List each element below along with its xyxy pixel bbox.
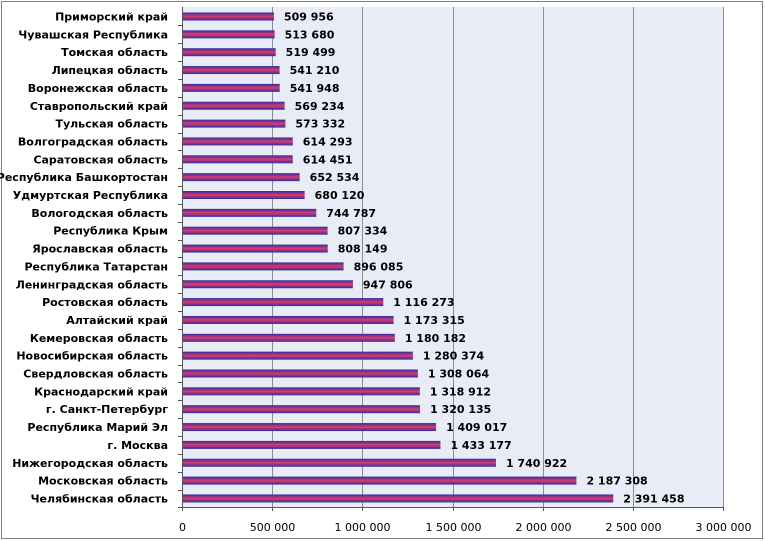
bar <box>183 101 285 110</box>
bar <box>183 119 286 128</box>
data-label: 744 787 <box>326 207 376 220</box>
bar <box>183 12 274 21</box>
data-label: 519 499 <box>286 46 336 59</box>
bar <box>183 191 305 199</box>
category-label: Чувашская Республика <box>18 28 168 41</box>
category-label: Краснодарский край <box>34 385 168 398</box>
category-label: Челябинская область <box>31 492 168 505</box>
bar <box>183 333 395 342</box>
data-label: 808 149 <box>338 243 388 256</box>
data-label: 1 320 135 <box>430 403 491 416</box>
x-tick-label: 500 000 <box>250 521 296 534</box>
bar <box>183 423 437 432</box>
bar <box>183 405 421 414</box>
data-label: 1 280 374 <box>423 350 485 363</box>
category-label: Удмуртская Республика <box>13 189 168 202</box>
x-tick-label: 1 500 000 <box>426 521 482 534</box>
bar <box>183 476 577 485</box>
category-label: Тульская область <box>55 118 168 131</box>
data-label: 1 740 922 <box>506 457 567 470</box>
bar <box>183 83 280 92</box>
data-label: 614 451 <box>303 153 353 166</box>
category-label: Нижегородская область <box>12 457 168 470</box>
category-label: Республика Крым <box>53 225 168 238</box>
bar <box>183 262 344 271</box>
category-label: Ростовская область <box>42 296 168 309</box>
category-label: г. Москва <box>107 439 168 452</box>
bar <box>183 280 353 289</box>
data-label: 1 318 912 <box>430 385 491 398</box>
data-label: 1 173 315 <box>404 314 465 327</box>
category-label: Республика Башкортостан <box>0 171 168 184</box>
data-label: 947 806 <box>363 278 413 291</box>
data-label: 652 534 <box>310 171 360 184</box>
bar <box>183 494 614 503</box>
bar <box>183 458 496 467</box>
category-label: Томская область <box>61 46 168 59</box>
x-tick-label: 2 000 000 <box>516 521 572 534</box>
category-label: Ленинградская область <box>16 278 168 291</box>
bar <box>183 137 293 146</box>
data-label: 807 334 <box>338 225 388 238</box>
bar <box>183 369 418 378</box>
x-tick-label: 0 <box>179 521 186 534</box>
x-tick-label: 2 500 000 <box>606 521 662 534</box>
bar <box>183 315 394 324</box>
category-label: Республика Татарстан <box>25 260 169 273</box>
category-label: Ставропольский край <box>30 100 168 113</box>
bar <box>183 155 293 164</box>
data-label: 896 085 <box>354 260 404 273</box>
bar <box>183 208 317 217</box>
data-label: 2 187 308 <box>586 475 647 488</box>
data-label: 614 293 <box>303 135 353 148</box>
bar <box>183 48 276 57</box>
category-label: Новосибирская область <box>16 350 168 363</box>
bar <box>183 298 384 307</box>
bar <box>183 440 441 449</box>
data-label: 2 391 458 <box>623 492 684 505</box>
category-label: Алтайский край <box>66 314 168 327</box>
data-label: 1 180 182 <box>405 332 466 345</box>
category-label: Ярославская область <box>32 243 168 256</box>
category-label: Московская область <box>38 475 168 488</box>
bar <box>183 244 328 253</box>
bar <box>183 351 413 360</box>
category-label: Вологодская область <box>31 207 168 220</box>
bar <box>183 66 280 75</box>
data-label: 1 409 017 <box>446 421 507 434</box>
bar <box>183 173 300 182</box>
data-label: 513 680 <box>285 28 335 41</box>
data-label: 541 210 <box>290 64 340 77</box>
category-label: Волгоградская область <box>18 135 168 148</box>
data-label: 541 948 <box>290 82 340 95</box>
data-label: 573 332 <box>295 118 345 131</box>
category-label: Саратовская область <box>33 153 168 166</box>
data-label: 680 120 <box>315 189 365 202</box>
data-label: 1 116 273 <box>393 296 454 309</box>
data-label: 1 308 064 <box>428 368 490 381</box>
data-label: 509 956 <box>284 11 334 24</box>
data-label: 1 433 177 <box>450 439 511 452</box>
category-label: Кемеровская область <box>30 332 168 345</box>
data-label: 569 234 <box>295 100 345 113</box>
category-label: Воронежская область <box>28 82 168 95</box>
category-label: Липецкая область <box>52 64 168 77</box>
bar <box>183 226 328 235</box>
category-label: Приморский край <box>55 11 168 24</box>
category-label: г. Санкт-Петербург <box>46 403 168 416</box>
bar <box>183 387 420 396</box>
category-label: Республика Марий Эл <box>27 421 168 434</box>
x-tick-label: 1 000 000 <box>335 521 391 534</box>
bar <box>183 30 275 39</box>
category-label: Свердловская область <box>23 368 168 381</box>
x-tick-label: 3 000 000 <box>696 521 752 534</box>
